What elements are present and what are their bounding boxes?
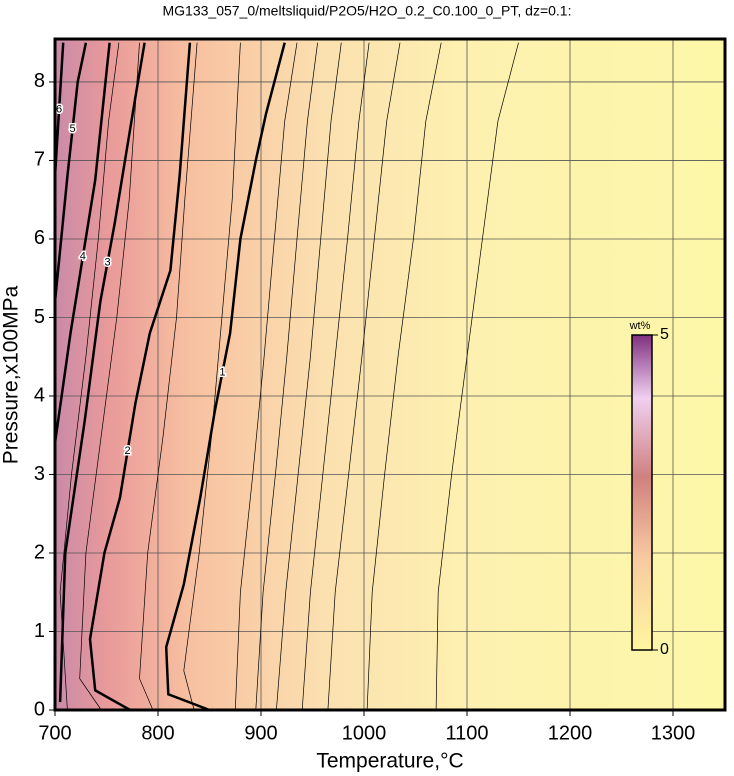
plot-background (55, 39, 725, 710)
y-axis-label: Pressure,x100MPa (0, 285, 23, 464)
x-tick-label: 1000 (342, 722, 387, 744)
x-tick-label: 1100 (445, 722, 488, 744)
y-tick-label: 3 (34, 463, 45, 485)
major-contour (53, 42, 111, 444)
frame (53, 37, 727, 712)
y-tick-label: 6 (34, 227, 45, 249)
contour-label: 6 (56, 103, 62, 115)
x-tick-label: 800 (141, 722, 174, 744)
y-tick-label: 1 (34, 620, 45, 642)
minor-contour (59, 42, 120, 711)
major-contour (58, 42, 146, 703)
x-tick-label: 1200 (548, 722, 593, 744)
colorbar-tick-label: 0 (660, 641, 669, 658)
contour-label: 5 (69, 123, 75, 135)
minor-contour (301, 42, 370, 711)
contour-label: 2 (125, 445, 131, 457)
contour-label: 4 (80, 251, 86, 263)
minor-contour (234, 42, 298, 711)
y-tick-label: 0 (34, 698, 45, 720)
x-tick-label: 900 (244, 722, 277, 744)
minor-contour (276, 42, 342, 711)
major-contour (53, 42, 88, 302)
x-axis-label: Temperature,°C (316, 750, 463, 773)
x-tick-label: 1300 (651, 722, 696, 744)
y-tick-label: 5 (34, 306, 45, 328)
minor-contour (255, 42, 318, 711)
colorbar (631, 334, 653, 651)
contour-label: 3 (104, 256, 110, 268)
minor-contour (435, 42, 519, 711)
colorbar-tick-label: 5 (660, 326, 669, 343)
x-tick-label: 700 (38, 722, 71, 744)
minor-contour (79, 42, 140, 711)
y-tick-label: 4 (34, 384, 45, 406)
y-tick-label: 7 (34, 149, 45, 171)
minor-contour (139, 42, 198, 711)
minor-contour (366, 42, 442, 711)
minor-contour (327, 42, 401, 711)
contours: 1 2 3 4 56 (53, 42, 519, 712)
contour-label: 1 (219, 366, 225, 378)
major-contour (88, 42, 192, 712)
y-tick-label: 8 (34, 70, 45, 92)
major-contour (164, 42, 286, 712)
chart-title: MG133_057_0/meltsliquid/P2O5/H2O_0.2_C0.… (163, 3, 572, 19)
colorbar-label: wt% (629, 320, 651, 332)
y-tick-label: 2 (34, 541, 45, 563)
grid (54, 39, 725, 711)
